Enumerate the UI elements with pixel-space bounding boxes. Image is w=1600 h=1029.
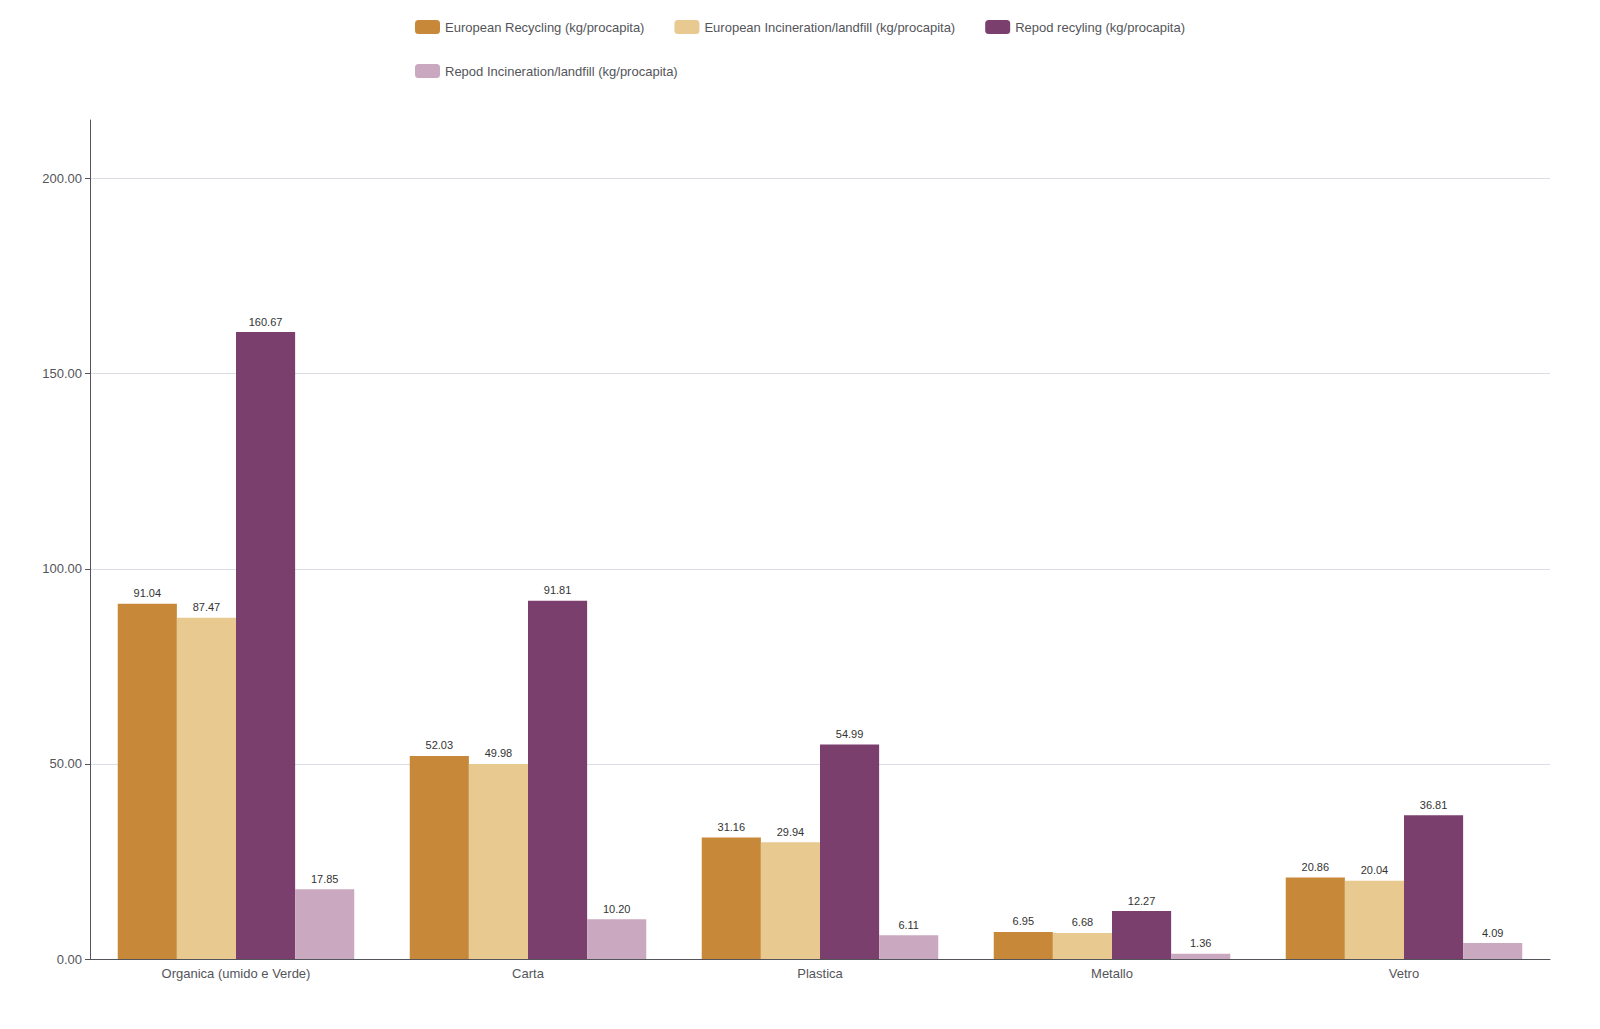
svg-text:6.68: 6.68 <box>1072 916 1093 928</box>
svg-text:Organica (umido e Verde): Organica (umido e Verde) <box>162 966 311 981</box>
svg-text:31.16: 31.16 <box>718 821 746 833</box>
svg-text:20.86: 20.86 <box>1302 861 1330 873</box>
svg-text:Plastica: Plastica <box>797 966 843 981</box>
svg-text:29.94: 29.94 <box>777 826 805 838</box>
svg-text:200.00: 200.00 <box>42 171 82 186</box>
svg-text:European Incineration/landfill: European Incineration/landfill (kg/proca… <box>704 20 955 35</box>
svg-text:0.00: 0.00 <box>57 952 82 967</box>
svg-text:50.00: 50.00 <box>49 756 82 771</box>
svg-text:91.04: 91.04 <box>134 587 162 599</box>
svg-text:54.99: 54.99 <box>836 728 864 740</box>
svg-text:150.00: 150.00 <box>42 366 82 381</box>
svg-text:4.09: 4.09 <box>1482 927 1503 939</box>
svg-text:Carta: Carta <box>512 966 545 981</box>
svg-text:6.95: 6.95 <box>1013 915 1034 927</box>
svg-text:36.81: 36.81 <box>1420 799 1448 811</box>
svg-text:Metallo: Metallo <box>1091 966 1133 981</box>
svg-text:10.20: 10.20 <box>603 903 631 915</box>
svg-text:160.67: 160.67 <box>249 316 283 328</box>
svg-text:European Recycling (kg/procapi: European Recycling (kg/procapita) <box>445 20 644 35</box>
svg-text:20.04: 20.04 <box>1361 864 1389 876</box>
svg-text:100.00: 100.00 <box>42 561 82 576</box>
svg-text:87.47: 87.47 <box>193 601 221 613</box>
svg-text:17.85: 17.85 <box>311 873 339 885</box>
svg-text:12.27: 12.27 <box>1128 895 1156 907</box>
svg-text:Repod Incineration/landfill (k: Repod Incineration/landfill (kg/procapit… <box>445 64 678 79</box>
svg-text:Repod recyling (kg/procapita): Repod recyling (kg/procapita) <box>1015 20 1185 35</box>
svg-text:49.98: 49.98 <box>485 747 513 759</box>
svg-text:6.11: 6.11 <box>898 919 919 931</box>
svg-text:91.81: 91.81 <box>544 584 572 596</box>
svg-text:Vetro: Vetro <box>1389 966 1419 981</box>
svg-text:52.03: 52.03 <box>426 739 454 751</box>
svg-text:1.36: 1.36 <box>1190 937 1211 949</box>
